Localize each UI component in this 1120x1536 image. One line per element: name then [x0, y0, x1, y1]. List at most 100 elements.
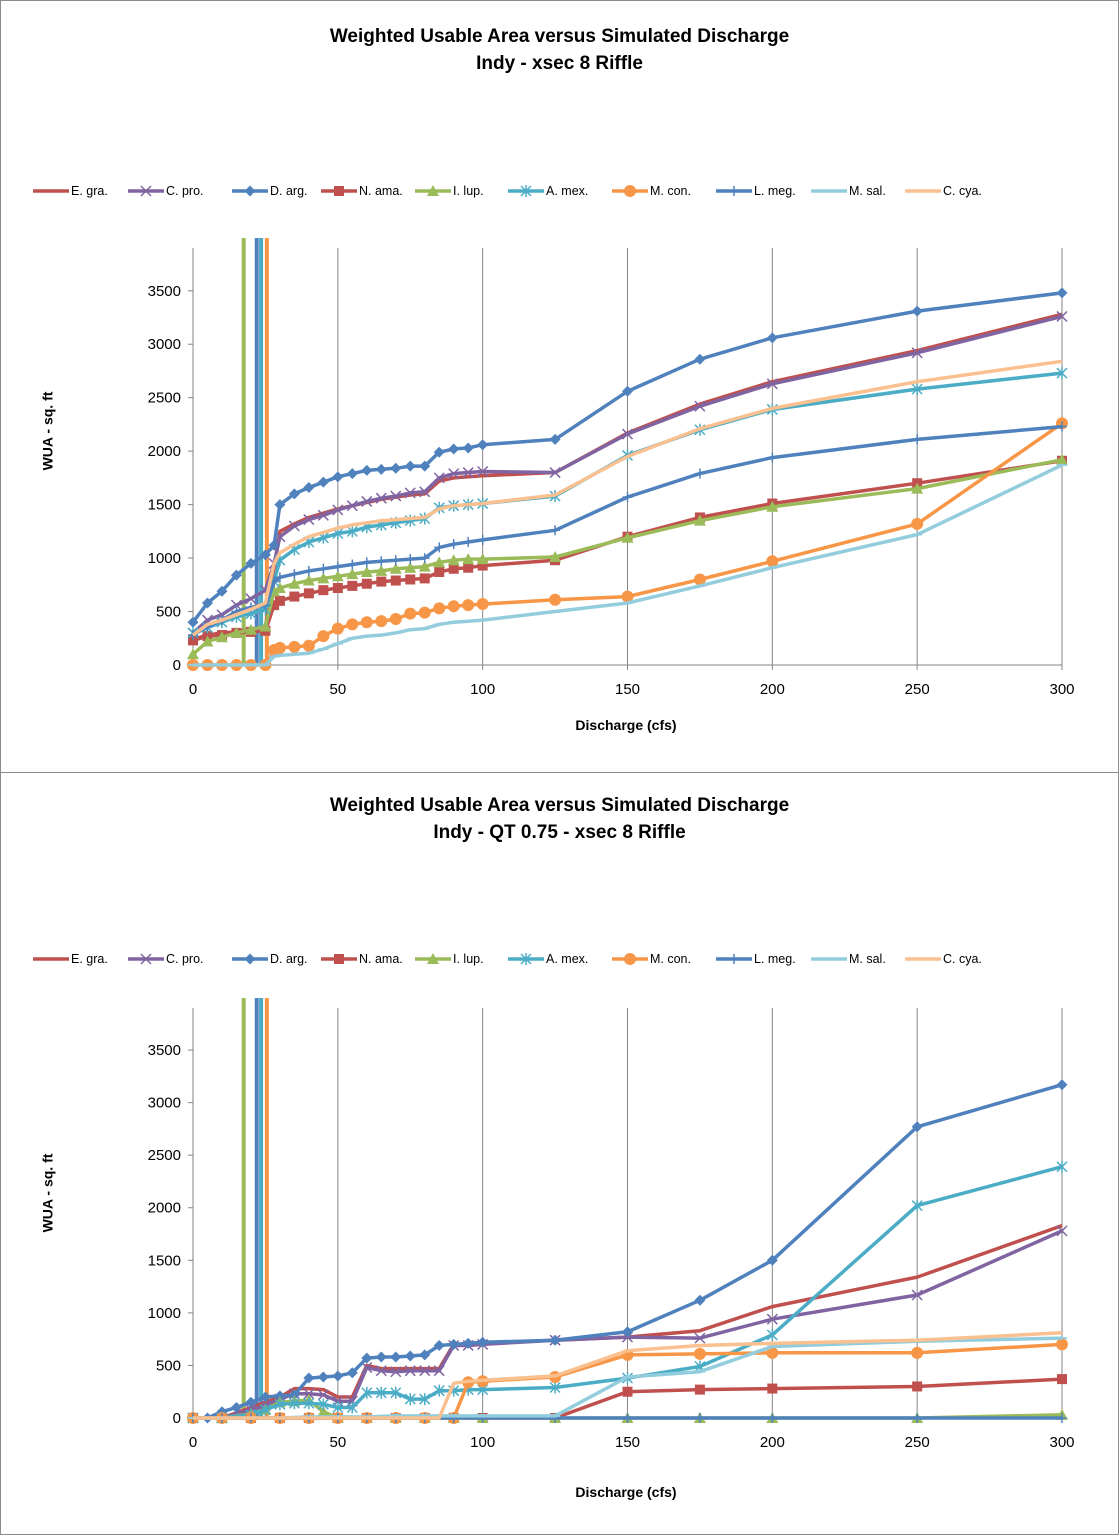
data-point — [433, 602, 446, 615]
data-point — [390, 490, 402, 502]
data-point — [274, 595, 285, 606]
series-D. arg. — [187, 287, 1068, 628]
legend-marker — [334, 954, 344, 964]
data-point — [317, 476, 329, 488]
data-point — [201, 635, 214, 647]
data-point — [1056, 287, 1068, 299]
legend-item: L. meg. — [714, 180, 796, 202]
data-point — [404, 561, 417, 573]
legend-label: C. cya. — [943, 184, 982, 198]
legend-swatch — [415, 185, 451, 196]
data-point — [911, 347, 923, 359]
data-point — [404, 487, 416, 499]
y-tick-label: 1000 — [148, 1305, 181, 1322]
data-point — [274, 499, 286, 511]
data-point — [477, 534, 488, 545]
data-point — [419, 486, 431, 498]
chart-subtitle: Indy - xsec 8 Riffle — [476, 53, 643, 74]
data-point — [303, 1372, 315, 1384]
data-point — [766, 1346, 779, 1359]
data-point — [360, 616, 373, 629]
x-tick-label: 50 — [329, 681, 346, 698]
data-point — [911, 1289, 923, 1301]
y-tick-label: 500 — [156, 1357, 181, 1374]
data-point — [302, 639, 315, 652]
data-point — [693, 1347, 706, 1360]
series-C. pro. — [187, 310, 1068, 639]
legend-swatch — [905, 957, 941, 961]
data-point — [1057, 421, 1067, 432]
x-tick-label: 150 — [615, 681, 640, 698]
data-point — [331, 622, 344, 635]
legend-label: N. ama. — [359, 184, 403, 198]
data-point — [912, 434, 923, 445]
data-point — [201, 597, 213, 609]
data-point — [418, 560, 431, 572]
data-point — [419, 460, 431, 472]
y-tick-label: 2500 — [148, 390, 181, 407]
data-point — [433, 1339, 445, 1351]
data-point — [911, 383, 923, 396]
data-point — [448, 539, 459, 550]
data-point — [694, 400, 706, 412]
legend-label: D. arg. — [270, 184, 308, 198]
legend-label: I. lup. — [453, 184, 484, 198]
data-point — [405, 554, 416, 565]
y-tick-label: 1500 — [148, 1252, 181, 1269]
data-point — [912, 1381, 923, 1392]
data-point — [375, 564, 388, 576]
data-point — [767, 1383, 778, 1394]
data-point — [766, 332, 778, 344]
legend-swatch — [33, 189, 69, 193]
data-point — [622, 1386, 633, 1397]
legend-swatch — [128, 953, 164, 965]
data-point — [346, 618, 359, 631]
legend-swatch — [716, 954, 752, 964]
legend-marker — [244, 185, 256, 197]
chart-panel-bottom: Weighted Usable Area versus Simulated Di… — [0, 772, 1119, 1535]
legend-item: M. con. — [610, 180, 691, 202]
legend-item: E. gra. — [31, 180, 108, 202]
data-point — [549, 467, 561, 479]
series-line — [191, 457, 1063, 656]
data-point — [694, 1332, 706, 1344]
x-tick-label: 200 — [760, 681, 785, 698]
legend-item: C. cya. — [903, 180, 982, 202]
data-point — [549, 433, 561, 445]
data-point — [303, 565, 314, 576]
legend-label: M. con. — [650, 184, 691, 198]
y-tick-label: 1000 — [148, 550, 181, 567]
legend-item: D. arg. — [230, 180, 308, 202]
data-point — [622, 1413, 633, 1423]
data-point — [288, 1389, 300, 1401]
data-point — [419, 1393, 431, 1406]
data-point — [477, 560, 488, 571]
data-point — [288, 577, 301, 589]
chart-panel-top: Weighted Usable Area versus Simulated Di… — [0, 0, 1119, 773]
legend-label: C. pro. — [166, 184, 204, 198]
data-point — [694, 468, 705, 479]
chart-title: Weighted Usable Area versus Simulated Di… — [1, 792, 1118, 846]
series-M. sal. — [188, 463, 1067, 667]
data-point — [404, 1350, 416, 1362]
data-point — [766, 1328, 778, 1341]
x-tick-label: 250 — [905, 681, 930, 698]
series-line — [191, 314, 1063, 635]
data-point — [433, 446, 445, 458]
y-tick-label: 0 — [173, 657, 181, 674]
data-point — [549, 1381, 561, 1394]
data-point — [187, 648, 199, 660]
legend-item: I. lup. — [413, 180, 484, 202]
legend-label: C. pro. — [166, 952, 204, 966]
data-point — [244, 623, 257, 635]
data-point — [376, 576, 387, 587]
data-point — [549, 551, 562, 563]
data-point — [477, 1336, 489, 1348]
data-point — [230, 1401, 242, 1413]
data-point — [375, 492, 387, 504]
data-point — [332, 1370, 344, 1382]
data-point — [318, 563, 329, 574]
data-point — [303, 482, 315, 494]
data-point — [332, 471, 344, 483]
legend-label: N. ama. — [359, 952, 403, 966]
